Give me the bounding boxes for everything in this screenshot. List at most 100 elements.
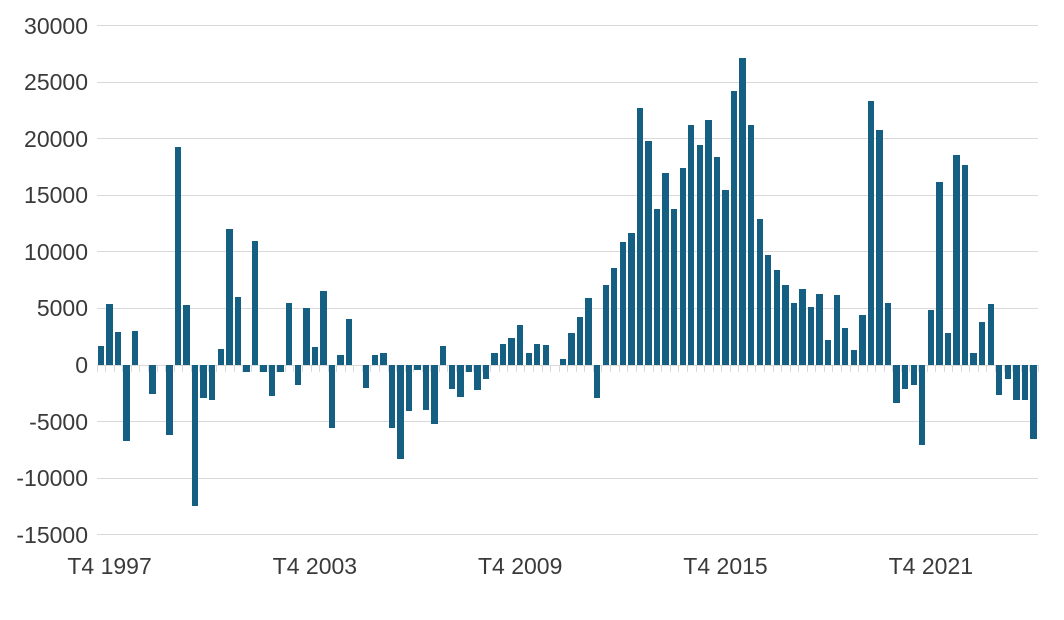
bar	[628, 232, 635, 365]
bar	[174, 147, 182, 365]
bar	[534, 344, 541, 365]
x-axis-label: T4 1997	[67, 553, 152, 579]
x-axis-label: T4 2003	[272, 553, 358, 579]
axis-tick	[678, 365, 680, 372]
axis-tick	[781, 365, 783, 372]
gridline	[97, 477, 1038, 479]
bar	[516, 324, 524, 365]
axis-tick	[284, 365, 286, 372]
bar	[602, 284, 609, 365]
y-axis-label: -5000	[29, 408, 88, 435]
bar	[149, 365, 156, 395]
bar	[97, 345, 105, 365]
bar	[944, 332, 952, 365]
bar	[542, 344, 550, 365]
axis-tick	[302, 365, 304, 372]
bar	[345, 319, 353, 365]
gridline	[97, 25, 1038, 26]
gridline	[97, 534, 1038, 536]
gridline	[97, 194, 1038, 196]
bar	[867, 101, 875, 365]
bar	[525, 353, 532, 365]
bar	[876, 129, 883, 365]
axis-tick	[892, 365, 894, 372]
bar	[765, 255, 772, 365]
axis-tick	[960, 365, 962, 372]
axis-tick	[387, 365, 389, 372]
axis-tick	[977, 365, 979, 372]
bar	[713, 156, 721, 365]
bar	[859, 315, 866, 365]
y-axis-label: 10000	[24, 238, 88, 265]
axis-tick	[122, 365, 124, 372]
axis-tick	[156, 365, 158, 372]
bar	[799, 288, 806, 365]
axis-tick	[866, 365, 868, 372]
bar	[474, 365, 481, 391]
axis-tick	[396, 365, 398, 372]
bar	[482, 365, 490, 380]
axis-tick	[464, 365, 466, 372]
bar	[380, 353, 387, 365]
bar	[311, 347, 319, 365]
axis-tick	[943, 365, 945, 372]
bar	[286, 302, 293, 365]
bar	[457, 365, 464, 398]
bar	[953, 154, 960, 365]
axis-tick	[883, 365, 885, 372]
bar	[773, 269, 781, 365]
axis-tick	[575, 365, 577, 372]
axis-tick	[130, 365, 132, 372]
y-axis-label: 20000	[24, 125, 88, 152]
bar	[191, 365, 199, 507]
axis-tick	[592, 365, 594, 372]
bar	[405, 365, 413, 411]
axis-tick	[361, 365, 363, 372]
bar	[910, 365, 917, 386]
axis-tick	[404, 365, 406, 372]
y-axis-label: 25000	[24, 69, 88, 96]
bar	[491, 353, 498, 365]
bar	[833, 294, 840, 365]
axis-tick	[490, 365, 492, 372]
bar	[303, 308, 310, 365]
bar	[268, 365, 276, 396]
axis-tick	[695, 365, 697, 372]
bar	[260, 365, 267, 372]
axis-tick	[627, 365, 629, 372]
axis-tick	[96, 365, 98, 372]
axis-tick	[935, 365, 937, 372]
axis-tick	[618, 365, 620, 372]
bar	[807, 306, 815, 365]
axis-tick	[507, 365, 509, 372]
bar	[1021, 365, 1029, 401]
axis-tick	[652, 365, 654, 372]
axis-tick	[661, 365, 663, 372]
bar	[653, 208, 661, 365]
bar	[166, 365, 173, 436]
axis-tick	[473, 365, 475, 372]
axis-tick	[481, 365, 483, 372]
bar	[440, 346, 447, 365]
bar	[132, 331, 139, 365]
bar	[209, 365, 216, 401]
bar	[320, 291, 327, 365]
bar	[961, 165, 969, 365]
bar	[978, 321, 986, 365]
bar	[705, 119, 712, 365]
bar	[183, 305, 190, 365]
bar	[371, 354, 378, 365]
axis-tick	[207, 365, 209, 372]
bar	[593, 365, 601, 398]
axis-tick	[113, 365, 115, 372]
bar	[850, 350, 858, 365]
axis-tick	[267, 365, 269, 372]
y-axis-label: 15000	[24, 182, 88, 209]
axis-tick	[567, 365, 569, 372]
axis-tick	[310, 365, 312, 372]
axis-tick	[250, 365, 252, 372]
axis-tick	[1037, 365, 1039, 372]
axis-tick	[438, 365, 440, 372]
bar	[636, 108, 644, 365]
axis-tick	[918, 365, 919, 372]
